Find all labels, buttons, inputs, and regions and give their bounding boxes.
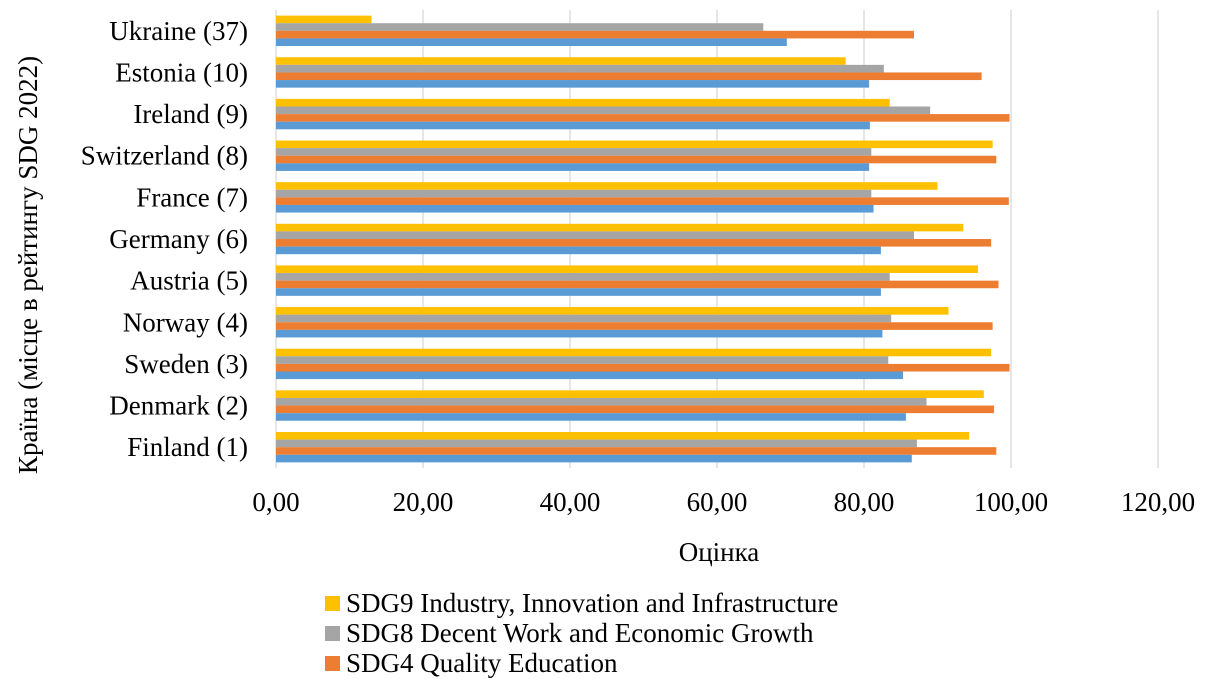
legend-label-sdg4: SDG4 Quality Education bbox=[346, 648, 618, 678]
bar bbox=[276, 80, 870, 88]
y-tick-label: Sweden (3) bbox=[124, 349, 248, 379]
bar bbox=[276, 23, 764, 31]
bar bbox=[276, 405, 995, 414]
bar bbox=[276, 371, 903, 380]
bar bbox=[276, 390, 984, 398]
bar bbox=[276, 231, 914, 239]
y-tick-label: Estonia (10) bbox=[115, 57, 248, 87]
x-tick-label: 80,00 bbox=[834, 487, 895, 517]
x-tick-label: 0,00 bbox=[252, 487, 299, 517]
bar bbox=[276, 163, 870, 171]
legend-swatch-sdg4 bbox=[325, 655, 340, 671]
y-axis-label: Країна (місце в рейтингу SDG 2022) bbox=[13, 56, 43, 474]
legend-item-sdg8: SDG8 Decent Work and Economic Growth bbox=[325, 618, 838, 648]
y-tick-labels: Ukraine (37) Estonia (10) Ireland (9) Switz… bbox=[81, 16, 248, 462]
bar bbox=[276, 363, 1010, 372]
bar bbox=[276, 439, 917, 448]
bar bbox=[276, 15, 372, 24]
bar bbox=[276, 57, 846, 65]
y-tick-label: Denmark (2) bbox=[109, 391, 248, 421]
y-tick-label: France (7) bbox=[136, 182, 248, 212]
legend-label-sdg9: SDG9 Industry, Innovation and Infrastruc… bbox=[346, 588, 839, 618]
bar bbox=[276, 397, 927, 406]
bar bbox=[276, 140, 993, 149]
legend-item-sdg9: SDG9 Industry, Innovation and Infrastruc… bbox=[325, 588, 838, 618]
bar bbox=[276, 38, 787, 47]
bar bbox=[276, 454, 912, 463]
bar bbox=[276, 288, 881, 296]
bar bbox=[276, 121, 870, 130]
bar bbox=[276, 239, 992, 247]
x-axis-label: Оцінка bbox=[679, 537, 760, 567]
bar bbox=[276, 197, 1009, 205]
y-tick-label: Finland (1) bbox=[127, 432, 248, 462]
bar bbox=[276, 329, 883, 338]
bar bbox=[276, 280, 999, 289]
y-tick-label: Austria (5) bbox=[130, 266, 248, 296]
x-tick-label: 100,00 bbox=[974, 487, 1048, 517]
bar bbox=[276, 72, 982, 81]
bar bbox=[276, 204, 874, 213]
bar bbox=[276, 314, 892, 323]
bar bbox=[276, 265, 978, 274]
bar bbox=[276, 273, 890, 281]
bar bbox=[276, 431, 970, 440]
bar bbox=[276, 30, 914, 39]
bar bbox=[276, 356, 889, 364]
y-tick-label: Germany (6) bbox=[109, 224, 248, 254]
bar bbox=[276, 98, 890, 107]
x-tick-label: 60,00 bbox=[687, 487, 748, 517]
bar bbox=[276, 148, 872, 156]
bar bbox=[276, 322, 993, 330]
y-tick-label: Ireland (9) bbox=[133, 99, 248, 129]
x-tick-label: 40,00 bbox=[540, 487, 601, 517]
bars bbox=[276, 15, 1010, 463]
bar bbox=[276, 106, 931, 115]
bar bbox=[276, 307, 949, 315]
bar bbox=[276, 182, 938, 190]
bar bbox=[276, 223, 964, 232]
bar bbox=[276, 447, 997, 455]
y-tick-label: Norway (4) bbox=[123, 307, 248, 337]
bar bbox=[276, 155, 997, 164]
bar bbox=[276, 246, 881, 255]
x-tick-labels: 0,00 20,00 40,00 60,00 80,00 100,00 120,00 bbox=[252, 487, 1195, 517]
legend-label-sdg8: SDG8 Decent Work and Economic Growth bbox=[346, 618, 814, 648]
bar bbox=[276, 413, 906, 421]
y-tick-label: Switzerland (8) bbox=[81, 141, 248, 171]
legend-swatch-sdg8 bbox=[325, 625, 340, 641]
legend: SDG9 Industry, Innovation and Infrastruc… bbox=[325, 588, 838, 678]
bar bbox=[276, 64, 884, 73]
bar bbox=[276, 189, 872, 198]
bar bbox=[276, 114, 1010, 122]
legend-swatch-sdg9 bbox=[325, 595, 340, 611]
y-tick-label: Ukraine (37) bbox=[109, 16, 248, 46]
x-tick-label: 120,00 bbox=[1121, 487, 1195, 517]
bar bbox=[276, 348, 992, 357]
x-tick-label: 20,00 bbox=[393, 487, 454, 517]
legend-item-sdg4: SDG4 Quality Education bbox=[325, 648, 838, 678]
